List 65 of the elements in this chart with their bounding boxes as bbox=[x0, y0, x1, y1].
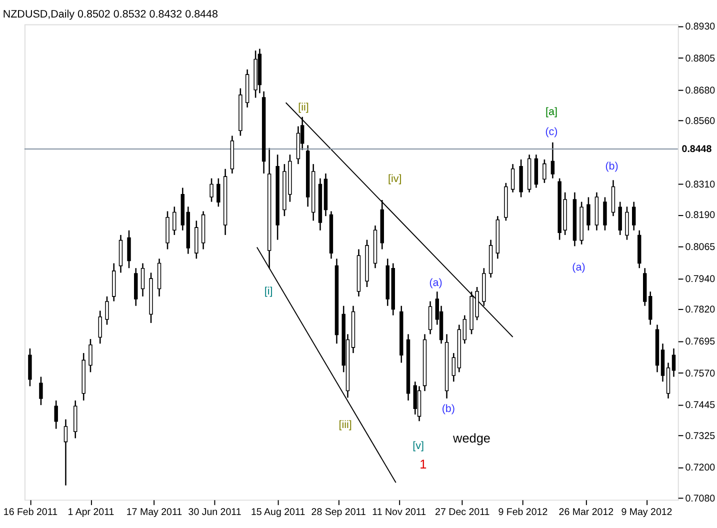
annotation: [v] bbox=[412, 440, 424, 452]
annotation: (b) bbox=[605, 160, 618, 172]
candlestick bbox=[127, 230, 131, 269]
y-tick-label: 0.8560 bbox=[685, 116, 716, 127]
y-tick-label: 0.7325 bbox=[685, 430, 716, 442]
y-tick-label: 0.7820 bbox=[685, 304, 716, 316]
y-tick-label: 0.8680 bbox=[685, 85, 716, 96]
y-tick-label: 0.8930 bbox=[685, 22, 716, 33]
y-tick-label: 0.8065 bbox=[685, 242, 716, 254]
candlestick bbox=[210, 178, 214, 202]
candlestick bbox=[452, 352, 456, 382]
annotation: wedge bbox=[452, 430, 490, 446]
candlestick bbox=[603, 196, 607, 232]
y-tick-label: 0.8310 bbox=[685, 180, 716, 191]
candlestick bbox=[510, 163, 515, 194]
candlestick bbox=[216, 178, 220, 208]
annotation: (a) bbox=[572, 262, 586, 274]
chart-title: NZDUSD,Daily 0.8502 0.8532 0.8432 0.8448 bbox=[2, 8, 218, 20]
annotation: (a) bbox=[429, 276, 442, 289]
y-tick-label: 0.8805 bbox=[685, 53, 716, 64]
annotation: [i] bbox=[264, 286, 273, 298]
candlestick bbox=[98, 310, 102, 344]
candlestick bbox=[672, 348, 676, 378]
x-tick-label: 9 May 2012 bbox=[621, 506, 672, 518]
candlestick bbox=[428, 300, 432, 335]
annotation: [a] bbox=[545, 106, 558, 118]
candlestick bbox=[542, 158, 546, 184]
candlestick bbox=[632, 201, 636, 232]
y-tick-label: 0.7695 bbox=[685, 336, 716, 348]
x-tick-label: 26 Mar 2012 bbox=[558, 506, 614, 518]
y-tick-label: 0.7445 bbox=[685, 400, 716, 412]
x-tick-label: 28 Sep 2011 bbox=[311, 506, 366, 518]
candlestick bbox=[586, 196, 590, 232]
candlestick bbox=[54, 400, 58, 430]
x-tick-label: 1 Apr 2011 bbox=[68, 506, 114, 518]
candlestick bbox=[648, 290, 652, 326]
annotation: (b) bbox=[442, 402, 455, 415]
y-tick-label: 0.7570 bbox=[685, 368, 716, 380]
candlestick bbox=[618, 201, 622, 236]
candlestick bbox=[105, 296, 109, 326]
candlestick bbox=[172, 206, 176, 236]
candlestick bbox=[462, 314, 467, 344]
x-tick-label: 15 Aug 2011 bbox=[250, 506, 306, 518]
x-tick-label: 16 Feb 2011 bbox=[3, 506, 58, 518]
y-tick-label: 0.7940 bbox=[685, 274, 716, 285]
candlestick bbox=[64, 418, 68, 486]
y-tick-label: 0.8190 bbox=[685, 210, 716, 222]
annotation: [iv] bbox=[388, 172, 402, 185]
ref-line-label: 0.8448 bbox=[682, 144, 712, 155]
x-tick-label: 9 Feb 2012 bbox=[498, 506, 548, 518]
candlestick bbox=[88, 338, 92, 373]
y-tick-label: 0.7080 bbox=[685, 493, 716, 504]
candlestick bbox=[625, 206, 629, 240]
candlestick bbox=[140, 262, 145, 298]
x-tick-label: 11 Nov 2011 bbox=[372, 506, 426, 518]
x-tick-label: 27 Dec 2011 bbox=[435, 506, 490, 518]
x-tick-label: 30 Jun 2011 bbox=[188, 506, 242, 518]
annotation: [ii] bbox=[298, 101, 309, 114]
annotation: 1 bbox=[420, 456, 427, 472]
annotation: [iii] bbox=[338, 419, 352, 432]
candlestick bbox=[39, 376, 43, 406]
y-tick-label: 0.7200 bbox=[685, 462, 716, 474]
candlestick bbox=[550, 142, 555, 179]
x-tick-label: 17 May 2011 bbox=[126, 506, 182, 518]
annotation: (c) bbox=[545, 126, 558, 138]
